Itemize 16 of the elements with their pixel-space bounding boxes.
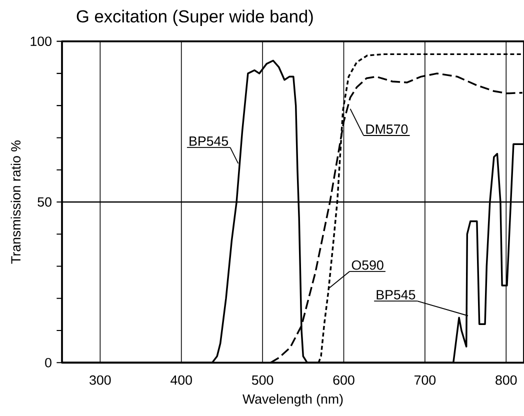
y-axis-title: Transmission ratio % [10, 140, 21, 264]
x-tick-label: 700 [414, 375, 436, 385]
annotation: DM570 [366, 124, 408, 134]
x-tick-label: 400 [170, 375, 192, 385]
annotation: BP545 [376, 290, 416, 300]
x-tick-label: 800 [496, 375, 517, 385]
annotation: BP545 [190, 136, 228, 146]
x-axis-title: Wavelength (nm) [242, 394, 343, 406]
chart-title: G excitation (Super wide band) [76, 10, 313, 26]
annotation: O590 [352, 260, 384, 270]
x-tick-label: 300 [90, 375, 111, 385]
y-tick-label: 100 [30, 36, 52, 46]
x-tick-label: 600 [333, 375, 354, 385]
y-tick-label: 0 [45, 358, 52, 368]
x-tick-label: 500 [252, 375, 274, 385]
y-tick-label: 50 [38, 197, 52, 207]
